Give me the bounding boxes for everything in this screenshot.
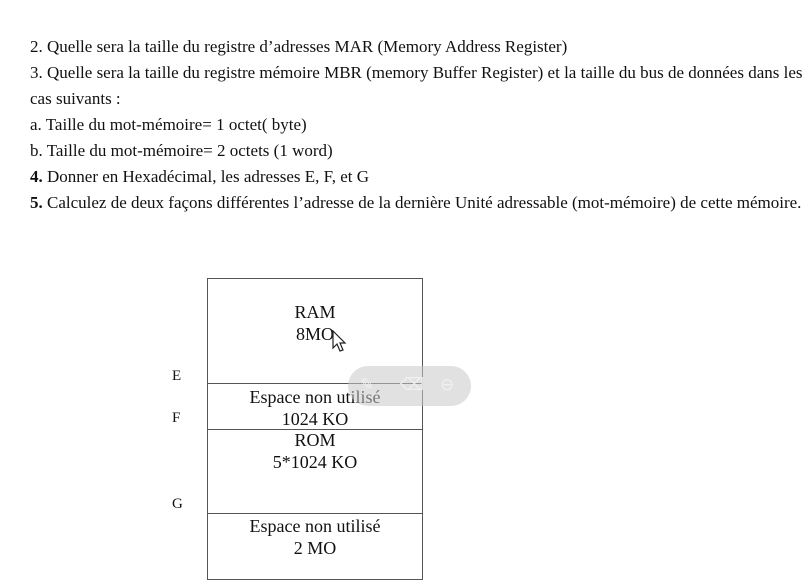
unused-block-2: Espace non utilisé 2 MO [208, 515, 422, 559]
question-2: 2. Quelle sera la taille du registre d’a… [30, 37, 568, 56]
question-3a: a. Taille du mot-mémoire= 1 octet( byte) [30, 115, 307, 134]
rom-label: ROM [294, 430, 336, 450]
memory-map-diagram: RAM 8MO Espace non utilisé 1024 KO ROM 5… [207, 278, 423, 580]
rom-block: ROM 5*1024 KO [208, 429, 422, 473]
unused-block-1: Espace non utilisé 1024 KO [208, 386, 422, 430]
pen-icon[interactable]: ✎ [360, 375, 375, 395]
question-3: 3. Quelle sera la taille du registre mém… [30, 63, 803, 108]
unused-size-1: 1024 KO [281, 409, 349, 429]
divider-g [208, 513, 422, 514]
unused-size-2: 2 MO [293, 538, 337, 558]
question-5: 5. Calculez de deux façons différentes l… [30, 193, 802, 212]
unused-label-2: Espace non utilisé [249, 516, 381, 536]
exercise-questions: 2. Quelle sera la taille du registre d’a… [30, 34, 805, 216]
mouse-cursor-icon [332, 330, 347, 352]
unused-label-1: Espace non utilisé [249, 387, 381, 407]
divider-f [208, 429, 422, 430]
ram-label: RAM [294, 302, 336, 322]
address-label-g: G [172, 496, 183, 512]
divider-e [208, 383, 422, 384]
question-4: 4. Donner en Hexadécimal, les adresses E… [30, 167, 370, 186]
address-label-f: F [172, 410, 181, 426]
question-3b: b. Taille du mot-mémoire= 2 octets (1 wo… [30, 141, 333, 160]
minus-circle-icon[interactable]: ⊖ [440, 375, 455, 395]
rom-size: 5*1024 KO [272, 452, 358, 472]
ram-block: RAM 8MO [208, 301, 422, 345]
annotation-toolbar: ✎ ⌫ ⊖ [348, 366, 471, 406]
ram-size: 8MO [295, 324, 334, 344]
address-label-e: E [172, 368, 182, 384]
eraser-icon[interactable]: ⌫ [400, 375, 425, 395]
